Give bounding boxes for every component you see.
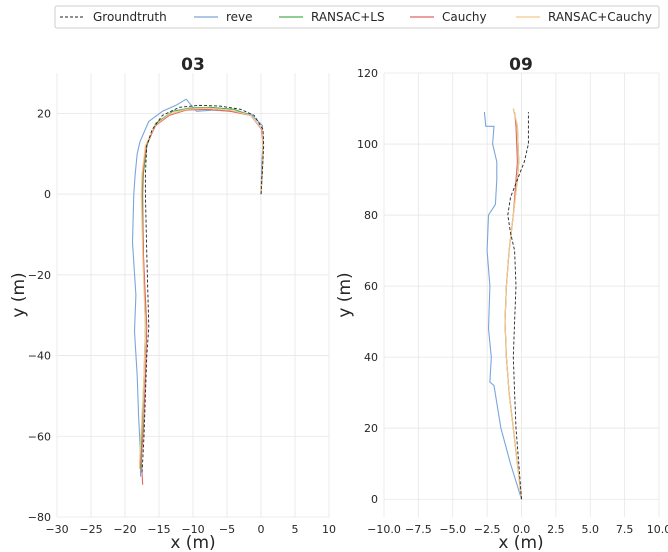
x-tick-label-09: 5.0 (582, 523, 600, 536)
x-tick-label-09: 0.0 (513, 523, 531, 536)
y-tick-label-09: 20 (364, 422, 378, 435)
legend-entry-reve: reve (194, 10, 253, 24)
y-tick-label-03: −20 (28, 269, 51, 282)
x-tick-label-03: −15 (147, 523, 170, 536)
legend-label-ransac-cauchy: RANSAC+Cauchy (548, 10, 652, 24)
grid-lines-03 (56, 73, 330, 518)
series-line-cauchy-03 (140, 108, 264, 485)
legend-label-groundtruth: Groundtruth (93, 10, 167, 24)
y-tick-label-03: 0 (44, 188, 51, 201)
x-tick-label-03: 10 (322, 523, 336, 536)
y-tick-label-09: 80 (364, 209, 378, 222)
y-axis-label-09: y (m) (335, 272, 355, 317)
grid-lines-09 (383, 72, 660, 517)
y-tick-label-03: −60 (28, 430, 51, 443)
x-tick-label-03: −30 (45, 523, 68, 536)
x-tick-label-03: 5 (292, 523, 299, 536)
y-tick-label-09: 40 (364, 351, 378, 364)
panel-title-03: 03 (181, 55, 205, 75)
x-tick-label-03: −10 (181, 523, 204, 536)
series-line-ransac-cauchy-03 (138, 107, 264, 469)
legend-entry-ransac-ls: RANSAC+LS (279, 10, 385, 24)
x-tick-label-09: −5.0 (439, 523, 466, 536)
y-tick-label-09: 0 (371, 493, 378, 506)
legend-entry-ransac-cauchy: RANSAC+Cauchy (516, 10, 652, 24)
panel-title-09: 09 (509, 55, 533, 75)
x-axis-label-03: x (m) (170, 533, 215, 552)
x-tick-label-03: −5 (219, 523, 235, 536)
legend: Groundtruth reve RANSAC+LS Cauchy RANSAC… (54, 5, 660, 29)
y-axis-label-03: y (m) (9, 272, 29, 317)
series-line-reve-09 (483, 112, 523, 500)
x-tick-label-09: −10.0 (367, 523, 401, 536)
legend-entry-cauchy: Cauchy (410, 10, 487, 24)
x-tick-label-03: −20 (113, 523, 136, 536)
y-tick-label-03: −80 (28, 511, 51, 524)
legend-label-ransac-ls: RANSAC+LS (311, 10, 385, 24)
x-tick-label-09: −7.5 (405, 523, 432, 536)
legend-frame (54, 5, 660, 29)
x-axis-label-09: x (m) (498, 533, 543, 552)
legend-label-reve: reve (226, 10, 253, 24)
x-tick-label-09: 10.0 (647, 523, 668, 536)
panel-03: 03 −30 −25 −20 −15 −10 −5 0 5 10−80−60−40−20020 … (9, 55, 336, 552)
y-tick-label-03: −40 (28, 350, 51, 363)
series-line-reve-03 (131, 98, 264, 477)
series-line-cauchy-09 (504, 112, 523, 500)
legend-entry-groundtruth: Groundtruth (60, 10, 167, 24)
series-lines-09 (483, 108, 529, 500)
x-tick-label-09: −2.5 (474, 523, 501, 536)
y-tick-label-03: 20 (37, 107, 51, 120)
x-tick-label-03: −25 (79, 523, 102, 536)
tick-labels-09: −10.0 −7.5 −5.0 −2.5 0.0 2.5 5.0 7.5 10.0 0 20 40 60… (357, 67, 668, 536)
series-line-ransac-ls-09 (504, 108, 523, 500)
x-tick-label-09: 2.5 (547, 523, 565, 536)
tick-labels-03: −30 −25 −20 −15 −10 −5 0 5 10 −80 −60 −40 −20 0 20 (28, 107, 336, 536)
series-lines-03 (131, 98, 265, 485)
x-tick-label-09: 7.5 (616, 523, 634, 536)
x-tick-label-03: 0 (258, 523, 265, 536)
y-tick-label-09: 100 (357, 138, 378, 151)
series-line-ransac-cauchy-09 (504, 108, 523, 500)
y-tick-label-09: 120 (357, 67, 378, 80)
series-line-groundtruth-03 (141, 104, 265, 473)
y-tick-label-09: 60 (364, 280, 378, 293)
legend-label-cauchy: Cauchy (442, 10, 487, 24)
panel-09: 09 −10.0 −7.5 −5.0 −2.5 0.0 2.5 5.0 7.5 10.0 0 20 4… (335, 55, 668, 552)
